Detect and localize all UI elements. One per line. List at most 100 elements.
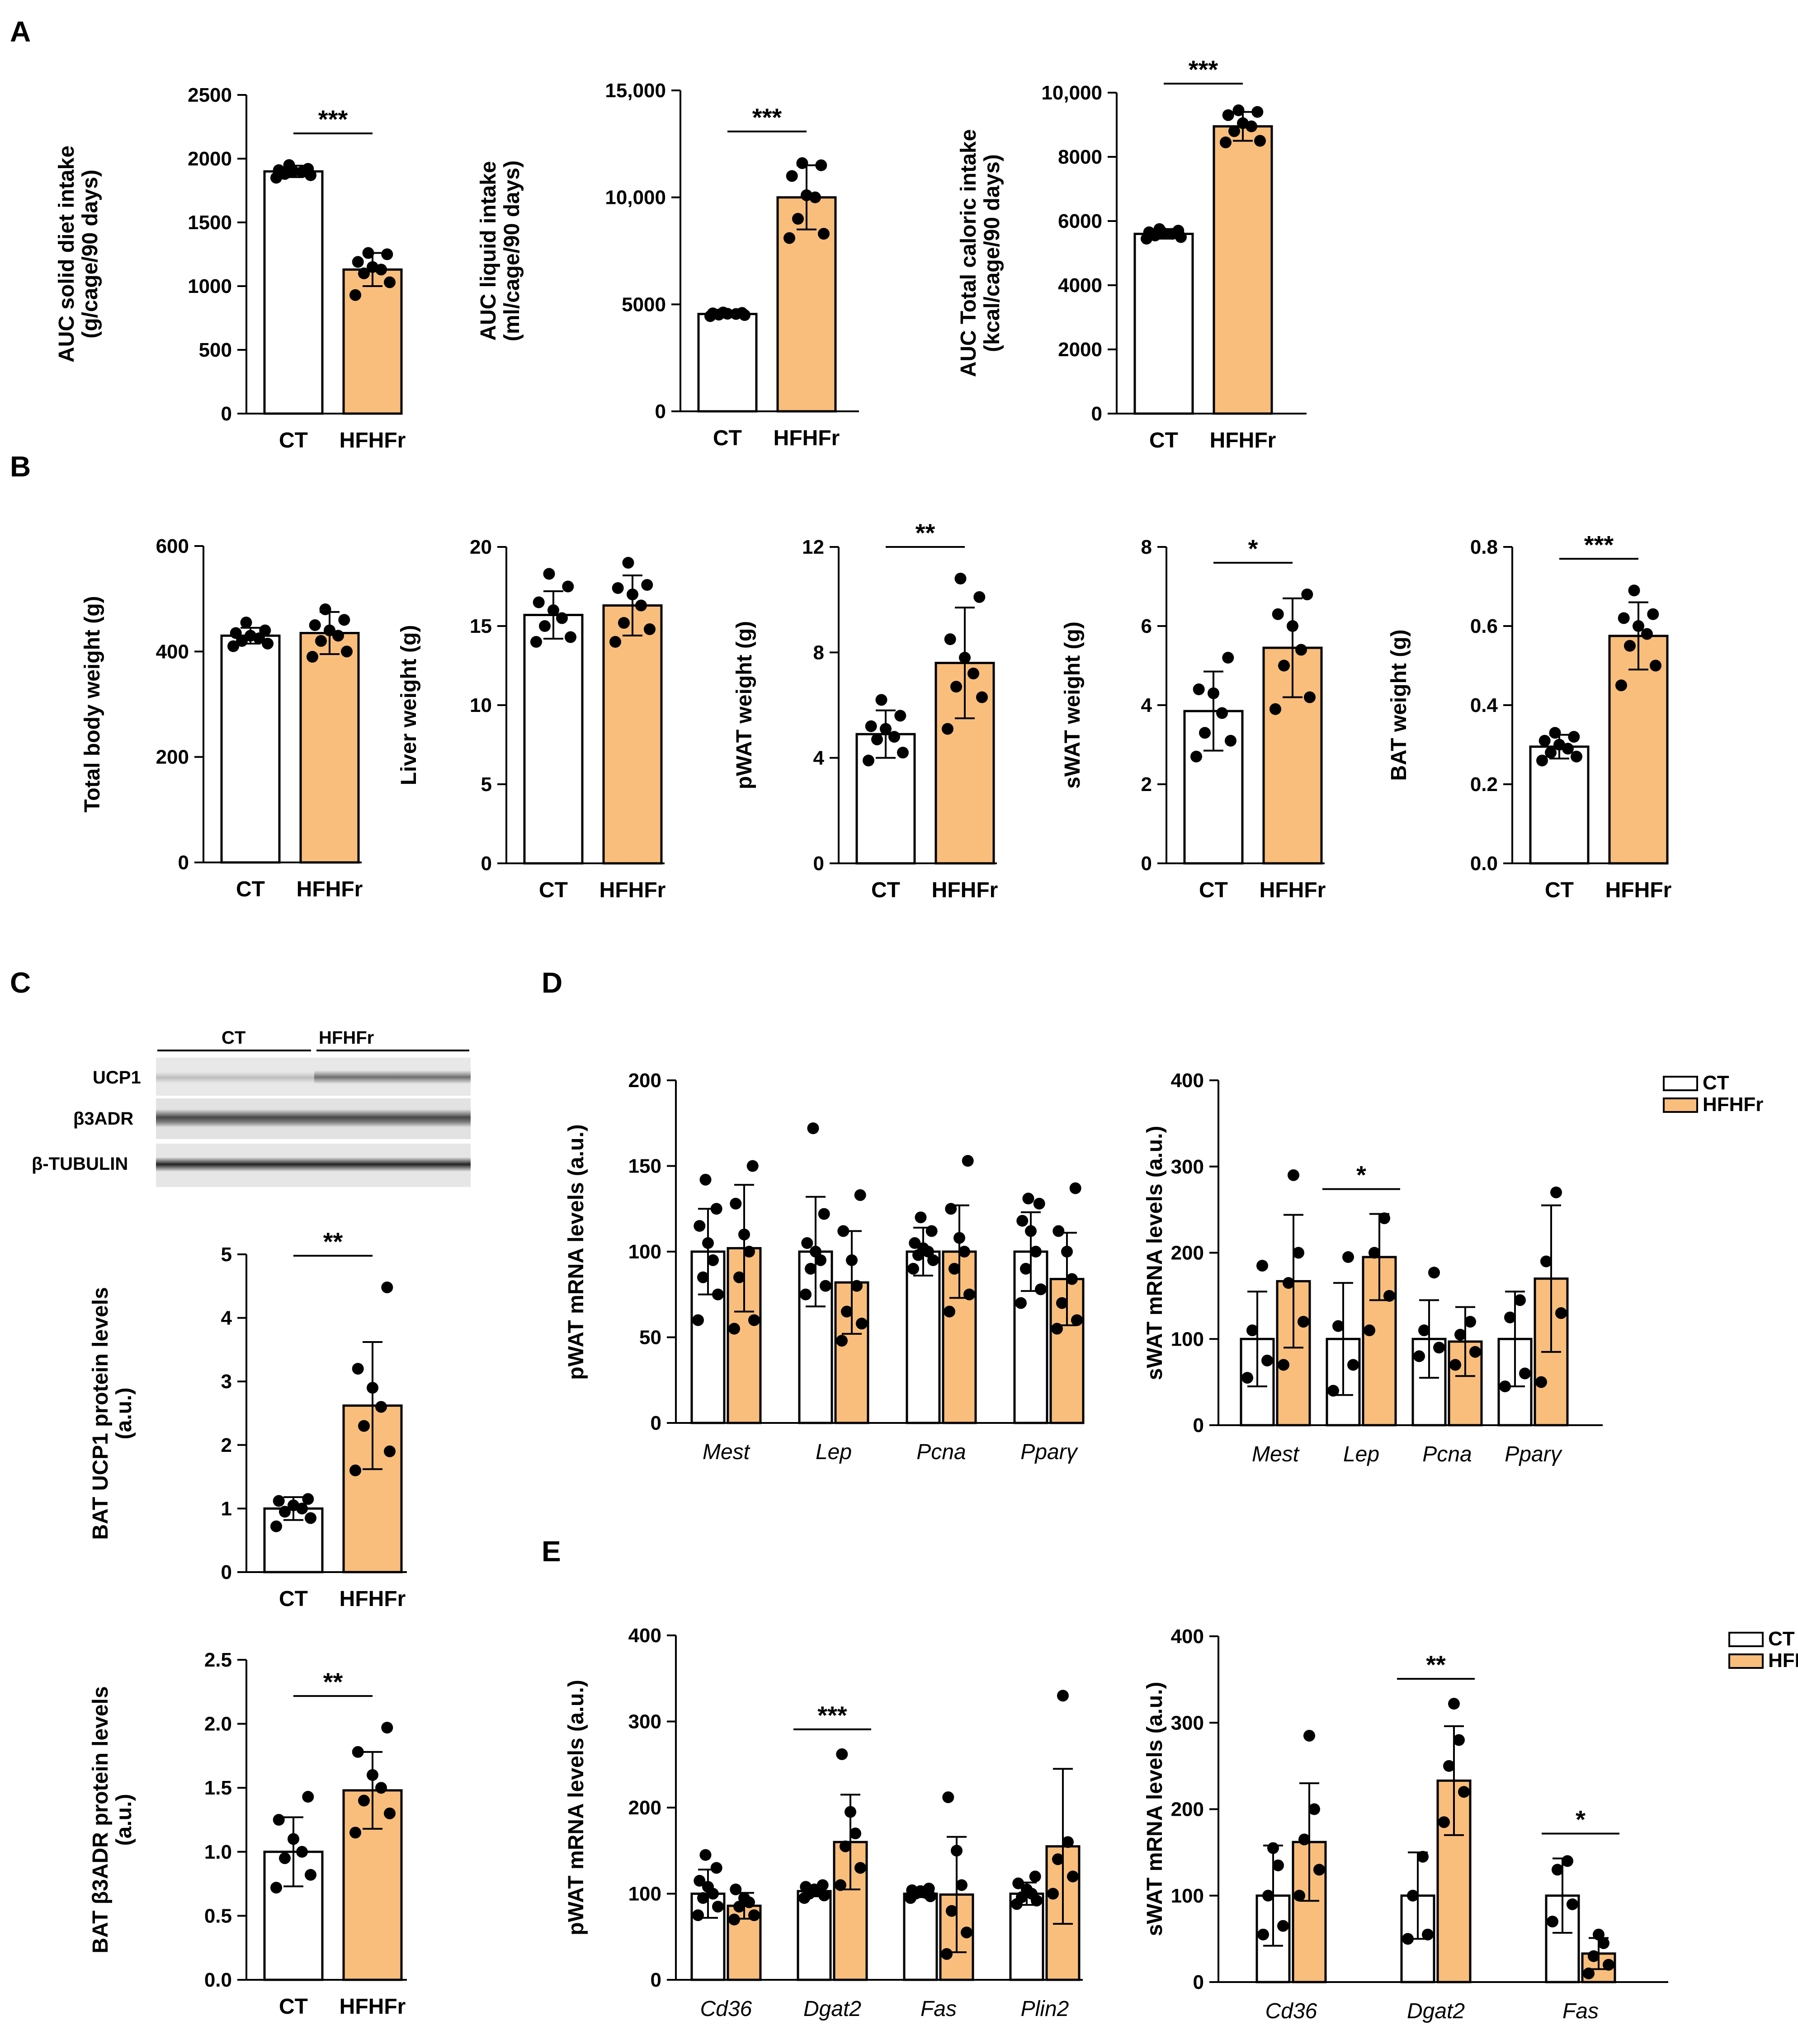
x-tick-label: Plin2	[1021, 1997, 1069, 2021]
bar-ct	[903, 1893, 938, 1981]
chart-b5: 0.0 0.2 0.4 0.6 0.8 BAT weight (g) CT HFHFr ***	[1387, 530, 1671, 902]
data-point	[530, 636, 542, 648]
y-axis-label: sWAT mRNA levels (a.u.)	[1143, 1682, 1167, 1936]
data-point	[1588, 1950, 1600, 1962]
data-point	[820, 1280, 831, 1292]
data-point	[384, 276, 396, 288]
data-point	[1443, 1760, 1455, 1772]
data-point	[915, 1211, 927, 1224]
y-tick-label: 2000	[1058, 339, 1102, 361]
panel-label-b: B	[10, 450, 31, 483]
data-point	[1283, 1277, 1294, 1289]
data-point	[315, 635, 327, 647]
data-point	[1448, 1698, 1460, 1710]
y-tick-label: 500	[199, 339, 232, 361]
data-point	[849, 1827, 861, 1840]
y-tick-label: 2.0	[204, 1713, 232, 1735]
data-point	[956, 1879, 967, 1891]
data-point	[942, 723, 953, 735]
blot-group-ct: CT	[222, 1028, 246, 1048]
x-tick-label: HFHFr	[340, 1995, 406, 2019]
y-tick-label: 0	[178, 852, 189, 874]
data-point	[1228, 125, 1240, 137]
data-point	[962, 1155, 974, 1167]
data-point	[1153, 223, 1166, 235]
data-point	[1052, 1853, 1064, 1865]
data-point	[302, 163, 314, 175]
y-tick-label: 0.2	[1470, 773, 1498, 796]
data-point	[1308, 1803, 1320, 1815]
y-tick-label: 4	[221, 1307, 232, 1329]
data-point	[1301, 589, 1313, 600]
x-tick-label: HFHFr	[774, 426, 840, 450]
data-point	[381, 1722, 393, 1734]
data-point	[1540, 1255, 1552, 1267]
significance-label: ***	[1584, 530, 1614, 559]
data-point	[1052, 1225, 1065, 1237]
data-point	[349, 289, 361, 301]
y-tick-label: 1.0	[204, 1841, 232, 1863]
data-point	[1216, 707, 1228, 719]
blot-group-line-ct	[157, 1050, 311, 1051]
legend-swatch	[1728, 1653, 1764, 1669]
data-point	[710, 1203, 722, 1215]
data-point	[1458, 1786, 1470, 1798]
data-point	[942, 1791, 954, 1804]
data-point	[1278, 659, 1290, 672]
data-point	[349, 1465, 361, 1477]
y-tick-label: 0	[221, 1561, 232, 1583]
data-point	[897, 747, 909, 758]
y-tick-label: 2000	[188, 148, 232, 170]
data-point	[1222, 109, 1234, 121]
data-point	[909, 1237, 921, 1249]
data-point	[1287, 620, 1298, 632]
data-point	[818, 1208, 830, 1220]
data-point	[717, 306, 729, 319]
data-point	[539, 620, 551, 632]
data-point	[865, 720, 877, 732]
y-tick-label: 0	[1193, 1414, 1204, 1436]
data-point	[810, 1246, 821, 1257]
x-tick-label: Dgat2	[1407, 1999, 1465, 2023]
x-tick-label: Pcna	[916, 1440, 966, 1464]
x-tick-label: Pparγ	[1505, 1442, 1562, 1466]
data-point	[851, 1280, 863, 1292]
data-point	[959, 652, 971, 664]
data-point	[270, 1520, 282, 1532]
x-tick-label: CT	[713, 426, 742, 450]
data-point	[1220, 137, 1232, 149]
y-tick-label: 0	[481, 852, 492, 875]
data-point	[358, 1794, 370, 1807]
data-point	[846, 1254, 858, 1266]
data-point	[958, 1246, 970, 1257]
data-point	[1020, 1262, 1032, 1275]
data-point	[381, 1281, 393, 1294]
y-tick-label: 2	[1141, 773, 1152, 796]
x-tick-label: Cd36	[1265, 1999, 1317, 2023]
data-point	[1061, 1246, 1073, 1257]
data-point	[801, 1237, 813, 1249]
data-point	[699, 1849, 712, 1861]
data-point	[309, 619, 321, 631]
y-tick-label: 2	[221, 1434, 232, 1456]
data-point	[1288, 1169, 1299, 1181]
y-tick-label: 0	[221, 403, 232, 425]
data-point	[1304, 691, 1316, 703]
data-point	[951, 1845, 963, 1857]
y-tick-label: 6000	[1058, 210, 1102, 232]
data-point	[1547, 1916, 1558, 1928]
y-tick-label: 6	[1141, 615, 1152, 637]
data-point	[1514, 1294, 1526, 1306]
data-point	[375, 1401, 387, 1413]
data-point	[1035, 1283, 1047, 1295]
x-tick-label: Mest	[1252, 1442, 1300, 1466]
data-point	[296, 1846, 308, 1858]
data-point	[307, 651, 318, 663]
data-point	[384, 1807, 396, 1819]
data-point	[946, 1905, 958, 1917]
data-point	[1550, 1186, 1562, 1198]
y-tick-label: 100	[1171, 1328, 1204, 1350]
x-tick-label: CT	[1199, 878, 1228, 902]
panel-label-c: C	[10, 966, 31, 999]
data-point	[1269, 703, 1281, 715]
